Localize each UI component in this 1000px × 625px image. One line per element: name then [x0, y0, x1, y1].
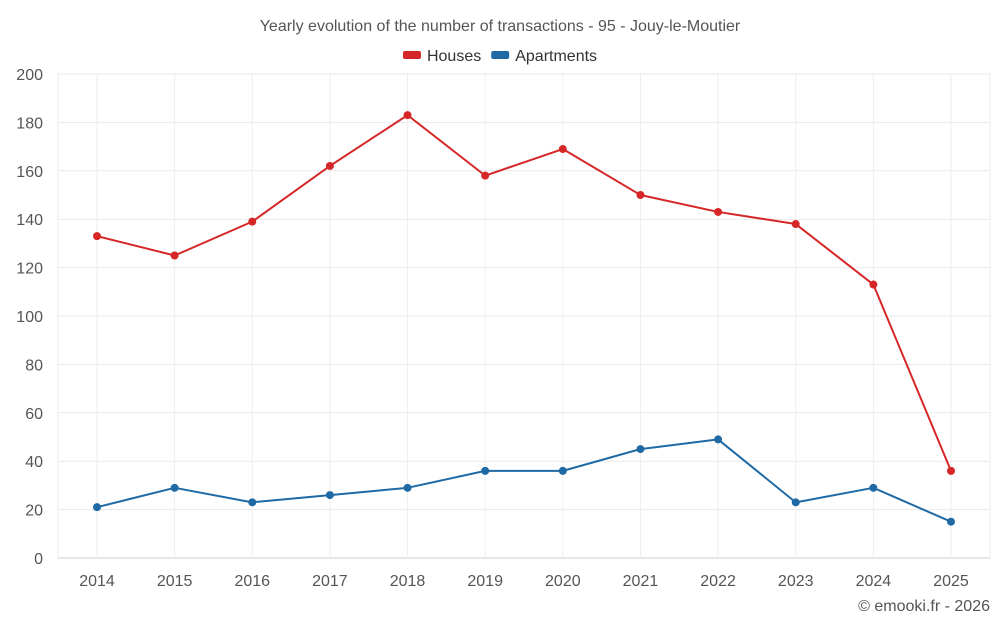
chart-title: Yearly evolution of the number of transa… — [260, 18, 741, 35]
data-point[interactable] — [170, 251, 179, 260]
y-tick-label: 20 — [25, 503, 43, 520]
x-tick-label: 2023 — [778, 573, 814, 590]
legend-item-apartments[interactable]: Apartments — [491, 48, 597, 65]
legend-item-houses[interactable]: Houses — [402, 48, 481, 65]
data-point[interactable] — [714, 207, 723, 216]
y-tick-label: 160 — [16, 164, 43, 181]
grid — [57, 73, 991, 559]
data-point[interactable] — [869, 483, 878, 492]
x-tick-label: 2016 — [234, 573, 270, 590]
y-tick-label: 0 — [34, 551, 43, 568]
y-tick-label: 60 — [25, 406, 43, 423]
series-apartments — [93, 435, 955, 526]
x-tick-label: 2022 — [700, 573, 736, 590]
data-point[interactable] — [248, 217, 257, 226]
y-tick-label: 140 — [16, 212, 43, 229]
y-tick-label: 100 — [16, 309, 43, 326]
legend-swatch — [491, 51, 510, 59]
x-tick-label: 2025 — [933, 573, 969, 590]
data-point[interactable] — [325, 491, 334, 500]
data-point[interactable] — [403, 483, 412, 492]
x-tick-label: 2017 — [312, 573, 348, 590]
series-houses — [93, 111, 955, 475]
y-tick-label: 200 — [16, 67, 43, 84]
data-point[interactable] — [791, 498, 800, 507]
x-tick-label: 2019 — [467, 573, 503, 590]
x-tick-label: 2020 — [545, 573, 581, 590]
data-point[interactable] — [947, 517, 955, 526]
y-axis: 0 20 40 60 80 100 120 140 160 180 200 — [16, 67, 43, 568]
data-point[interactable] — [636, 191, 645, 199]
data-point[interactable] — [947, 466, 955, 475]
series-layer — [93, 111, 955, 526]
data-point[interactable] — [714, 435, 723, 444]
x-tick-label: 2021 — [623, 573, 659, 590]
y-tick-label: 80 — [25, 357, 43, 374]
y-tick-label: 120 — [16, 261, 43, 278]
legend-label: Apartments — [515, 48, 597, 65]
legend-label: Houses — [427, 48, 481, 65]
data-point[interactable] — [636, 445, 645, 454]
data-point[interactable] — [325, 161, 334, 170]
y-tick-label: 40 — [25, 454, 43, 471]
legend-swatch — [402, 51, 421, 59]
data-point[interactable] — [93, 503, 101, 512]
data-point[interactable] — [93, 232, 101, 241]
data-point[interactable] — [558, 145, 567, 154]
series-line — [96, 114, 952, 472]
data-point[interactable] — [481, 171, 490, 180]
credit-text: © emooki.fr - 2026 — [858, 598, 990, 615]
x-tick-label: 2018 — [390, 573, 426, 590]
x-tick-label: 2024 — [856, 573, 892, 590]
x-tick-label: 2015 — [157, 573, 193, 590]
data-point[interactable] — [481, 466, 490, 475]
series-line — [96, 438, 952, 523]
x-axis: 2014 2015 2016 2017 2018 2019 2020 2021 2022 2023… — [79, 573, 969, 590]
data-point[interactable] — [403, 111, 412, 120]
data-point[interactable] — [248, 498, 257, 507]
y-tick-label: 180 — [16, 115, 43, 132]
data-point[interactable] — [791, 220, 800, 229]
x-tick-label: 2014 — [79, 573, 115, 590]
data-point[interactable] — [558, 466, 567, 475]
legend: Houses Apartments — [402, 48, 597, 65]
data-point[interactable] — [170, 483, 179, 492]
data-point[interactable] — [869, 280, 878, 289]
